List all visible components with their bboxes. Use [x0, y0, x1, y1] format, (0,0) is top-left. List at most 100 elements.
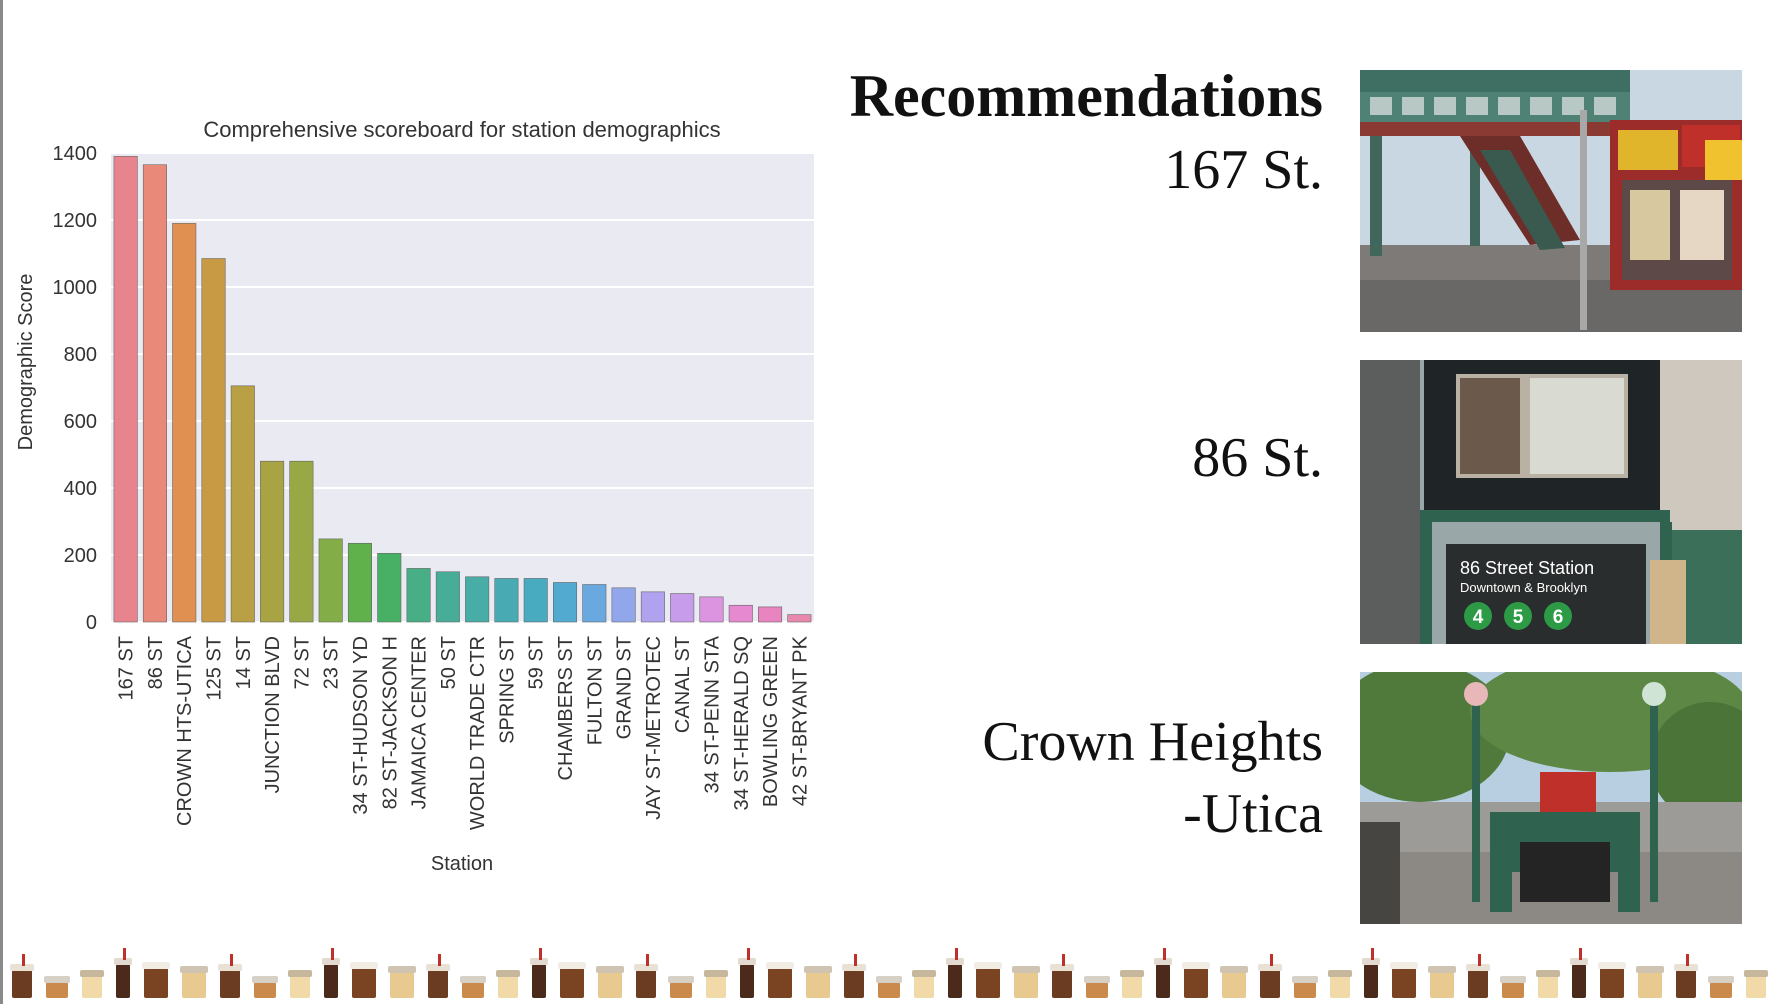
- x-tick-label: SPRING ST: [496, 636, 518, 744]
- bar: [230, 385, 255, 623]
- route-label-5: 5: [1513, 607, 1524, 628]
- coffee-drink-icon: [1570, 948, 1588, 998]
- coffee-drink-icon: [1598, 962, 1626, 998]
- slide-left-edge: [0, 0, 3, 1004]
- recommendation-name-line1: Crown Heights: [982, 711, 1323, 773]
- coffee-drink-icon: [252, 976, 278, 998]
- coffee-drink-icon: [1012, 966, 1040, 998]
- grid-lines: [111, 152, 814, 623]
- coffee-drink-icon: [912, 970, 936, 998]
- coffee-drink-icon: [114, 948, 132, 998]
- y-tick-label: 600: [64, 411, 97, 433]
- recommendation-86-st: 86 St.: [1192, 422, 1323, 494]
- coffee-drink-icon: [1154, 948, 1172, 998]
- x-tick-label: 34 ST-PENN STA: [701, 635, 723, 793]
- coffee-drink-icon: [530, 948, 548, 998]
- x-tick-label: 82 ST-JACKSON H: [379, 636, 401, 809]
- coffee-drink-icon: [80, 970, 104, 998]
- coffee-drink-icon: [1120, 970, 1144, 998]
- coffee-drink-icon: [804, 966, 832, 998]
- coffee-drink-icon: [1084, 976, 1110, 998]
- route-bullets: 4 5 6: [1464, 602, 1572, 630]
- route-bullet-5: [1504, 602, 1532, 630]
- x-tick-label: 50 ST: [438, 636, 460, 689]
- coffee-drink-icon: [350, 962, 378, 998]
- coffee-drink-icon: [496, 970, 520, 998]
- bar: [523, 578, 548, 623]
- recommendation-name-line2: -Utica: [1183, 783, 1323, 845]
- bars: [113, 156, 812, 623]
- x-tick-label: CANAL ST: [672, 636, 694, 733]
- x-tick-label: JAMAICA CENTER: [409, 636, 431, 809]
- coffee-drink-icon: [1674, 954, 1698, 998]
- bar: [260, 460, 285, 623]
- coffee-drink-icon: [426, 954, 450, 998]
- bar: [142, 164, 167, 623]
- coffee-drink-icon: [1466, 954, 1490, 998]
- coffee-drink-icon: [738, 948, 756, 998]
- bar: [318, 538, 343, 623]
- x-tick-label: 125 ST: [204, 636, 226, 700]
- station-sign-title: 86 Street Station: [1460, 558, 1594, 578]
- station-sign-subtitle: Downtown & Brooklyn: [1460, 580, 1587, 595]
- bar: [699, 596, 724, 623]
- coffee-drink-icon: [1292, 976, 1318, 998]
- demographic-score-bar-chart: 0 200 400 600 800 1000 1200 1400 167 ST 86 ST CRO…: [15, 117, 814, 875]
- coffee-drinks-border: [10, 948, 1768, 998]
- coffee-drink-icon: [1500, 976, 1526, 998]
- coffee-drink-icon: [1362, 948, 1380, 998]
- recommendation-crown-heights-utica: Crown Heights -Utica: [982, 706, 1323, 850]
- y-axis-label: Demographic Score: [15, 274, 37, 451]
- elevated-station-photo: [1360, 70, 1742, 332]
- x-tick-label: WORLD TRADE CTR: [467, 636, 489, 830]
- coffee-drink-icon: [704, 970, 728, 998]
- coffee-drink-icon: [1258, 954, 1282, 998]
- plot-area: [111, 153, 814, 622]
- subway-entrance-sign-photo: 86 Street Station Downtown & Brooklyn 4 …: [1360, 360, 1742, 644]
- x-tick-label: 34 ST-HERALD SQ: [731, 636, 753, 811]
- recommendations-heading: Recommendations: [849, 63, 1323, 129]
- coffee-drink-icon: [634, 954, 658, 998]
- x-tick-label: 72 ST: [291, 636, 313, 689]
- x-tick-label: 14 ST: [233, 636, 255, 689]
- x-tick-label: 167 ST: [116, 636, 138, 700]
- bar: [494, 578, 519, 623]
- route-bullet-4: [1464, 602, 1492, 630]
- route-bullet-6: [1544, 602, 1572, 630]
- subway-stairway-photo: [1360, 672, 1742, 924]
- coffee-drink-icon: [558, 962, 586, 998]
- bar: [172, 223, 197, 623]
- coffee-drink-icon: [180, 966, 208, 998]
- y-tick-label: 200: [64, 545, 97, 567]
- coffee-drink-icon: [388, 966, 416, 998]
- y-tick-labels: 0 200 400 600 800 1000 1200 1400: [53, 143, 98, 634]
- x-tick-label: CROWN HTS-UTICA: [174, 635, 196, 826]
- bar: [377, 553, 402, 623]
- x-tick-label: 34 ST-HUDSON YD: [350, 636, 372, 815]
- coffee-drink-icon: [460, 976, 486, 998]
- x-tick-label: FULTON ST: [584, 636, 606, 745]
- x-tick-label: JAY ST-METROTEC: [643, 636, 665, 820]
- coffee-drink-icon: [322, 948, 340, 998]
- bar: [435, 571, 460, 623]
- coffee-drink-icon: [1182, 962, 1210, 998]
- x-tick-label: 23 ST: [321, 636, 343, 689]
- coffee-drink-icon: [1744, 970, 1768, 998]
- x-tick-label: BOWLING GREEN: [760, 636, 782, 807]
- y-tick-label: 800: [64, 344, 97, 366]
- bar: [611, 587, 636, 623]
- x-tick-label: JUNCTION BLVD: [262, 636, 284, 793]
- coffee-drink-icon: [668, 976, 694, 998]
- coffee-drink-icon: [142, 962, 170, 998]
- x-tick-label: CHAMBERS ST: [555, 636, 577, 780]
- y-tick-label: 1400: [53, 143, 98, 165]
- bar: [758, 606, 783, 623]
- route-label-6: 6: [1553, 607, 1564, 628]
- recommendation-name-line1: 167 St.: [1164, 139, 1323, 201]
- y-tick-label: 400: [64, 478, 97, 500]
- bar: [465, 576, 490, 623]
- coffee-drink-icon: [1220, 966, 1248, 998]
- coffee-drink-icon: [288, 970, 312, 998]
- x-tick-label: 59 ST: [526, 636, 548, 689]
- coffee-drink-icon: [1050, 954, 1074, 998]
